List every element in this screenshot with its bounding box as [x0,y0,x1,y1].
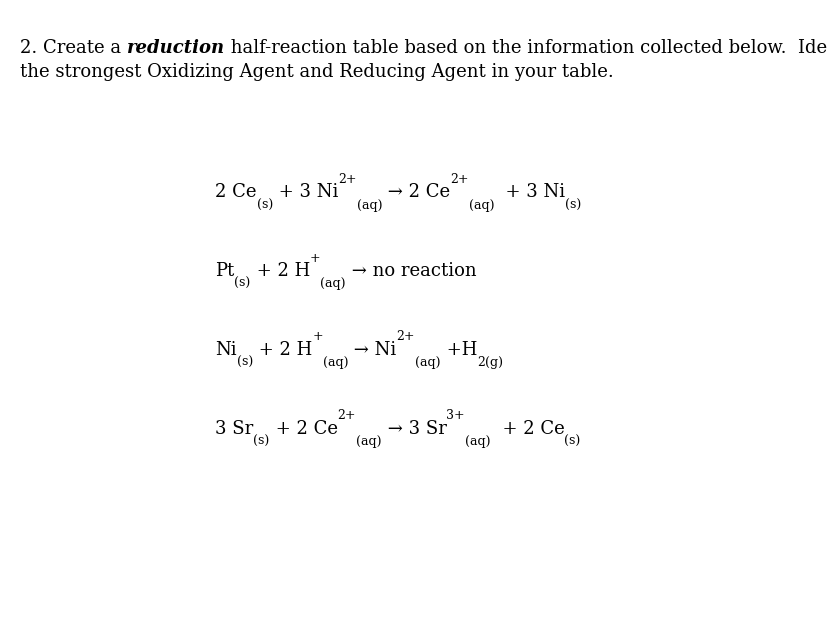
Text: (aq): (aq) [356,435,381,448]
Text: (aq): (aq) [356,199,382,211]
Text: + 2 H: + 2 H [251,262,310,280]
Text: (s): (s) [566,199,581,211]
Text: → Ni: → Ni [348,341,396,359]
Text: + 2 H: + 2 H [253,341,312,359]
Text: (g): (g) [485,357,503,369]
Text: 2+: 2+ [338,173,356,186]
Text: (s): (s) [234,278,251,290]
Text: half-reaction table based on the information collected below.  Identify: half-reaction table based on the informa… [225,39,827,57]
Text: +: + [310,252,320,264]
Text: (s): (s) [564,435,581,448]
Text: the strongest Oxidizing Agent and Reducing Agent in your table.: the strongest Oxidizing Agent and Reduci… [20,63,614,81]
Text: reduction: reduction [127,39,225,57]
Text: +H: +H [441,341,477,359]
Text: 2+: 2+ [396,331,415,343]
Text: 3+: 3+ [447,410,465,422]
Text: (s): (s) [253,435,270,448]
Text: +: + [312,331,323,343]
Text: → no reaction: → no reaction [346,262,476,280]
Text: + 2 Ce: + 2 Ce [490,420,564,438]
Text: + 3 Ni: + 3 Ni [495,184,566,201]
Text: (aq): (aq) [323,357,348,369]
Text: (aq): (aq) [320,278,346,290]
Text: 2+: 2+ [450,173,469,186]
Text: (aq): (aq) [465,435,490,448]
Text: (aq): (aq) [415,357,441,369]
Text: + 3 Ni: + 3 Ni [273,184,338,201]
Text: 2 Ce: 2 Ce [215,184,256,201]
Text: Ni: Ni [215,341,237,359]
Text: (s): (s) [256,199,273,211]
Text: (s): (s) [237,357,253,369]
Text: → 3 Sr: → 3 Sr [381,420,447,438]
Text: 2+: 2+ [337,410,356,422]
Text: 2. Create a: 2. Create a [20,39,127,57]
Text: 2: 2 [477,357,485,369]
Text: Pt: Pt [215,262,234,280]
Text: 3 Sr: 3 Sr [215,420,253,438]
Text: + 2 Ce: + 2 Ce [270,420,337,438]
Text: (aq): (aq) [469,199,495,211]
Text: → 2 Ce: → 2 Ce [382,184,450,201]
